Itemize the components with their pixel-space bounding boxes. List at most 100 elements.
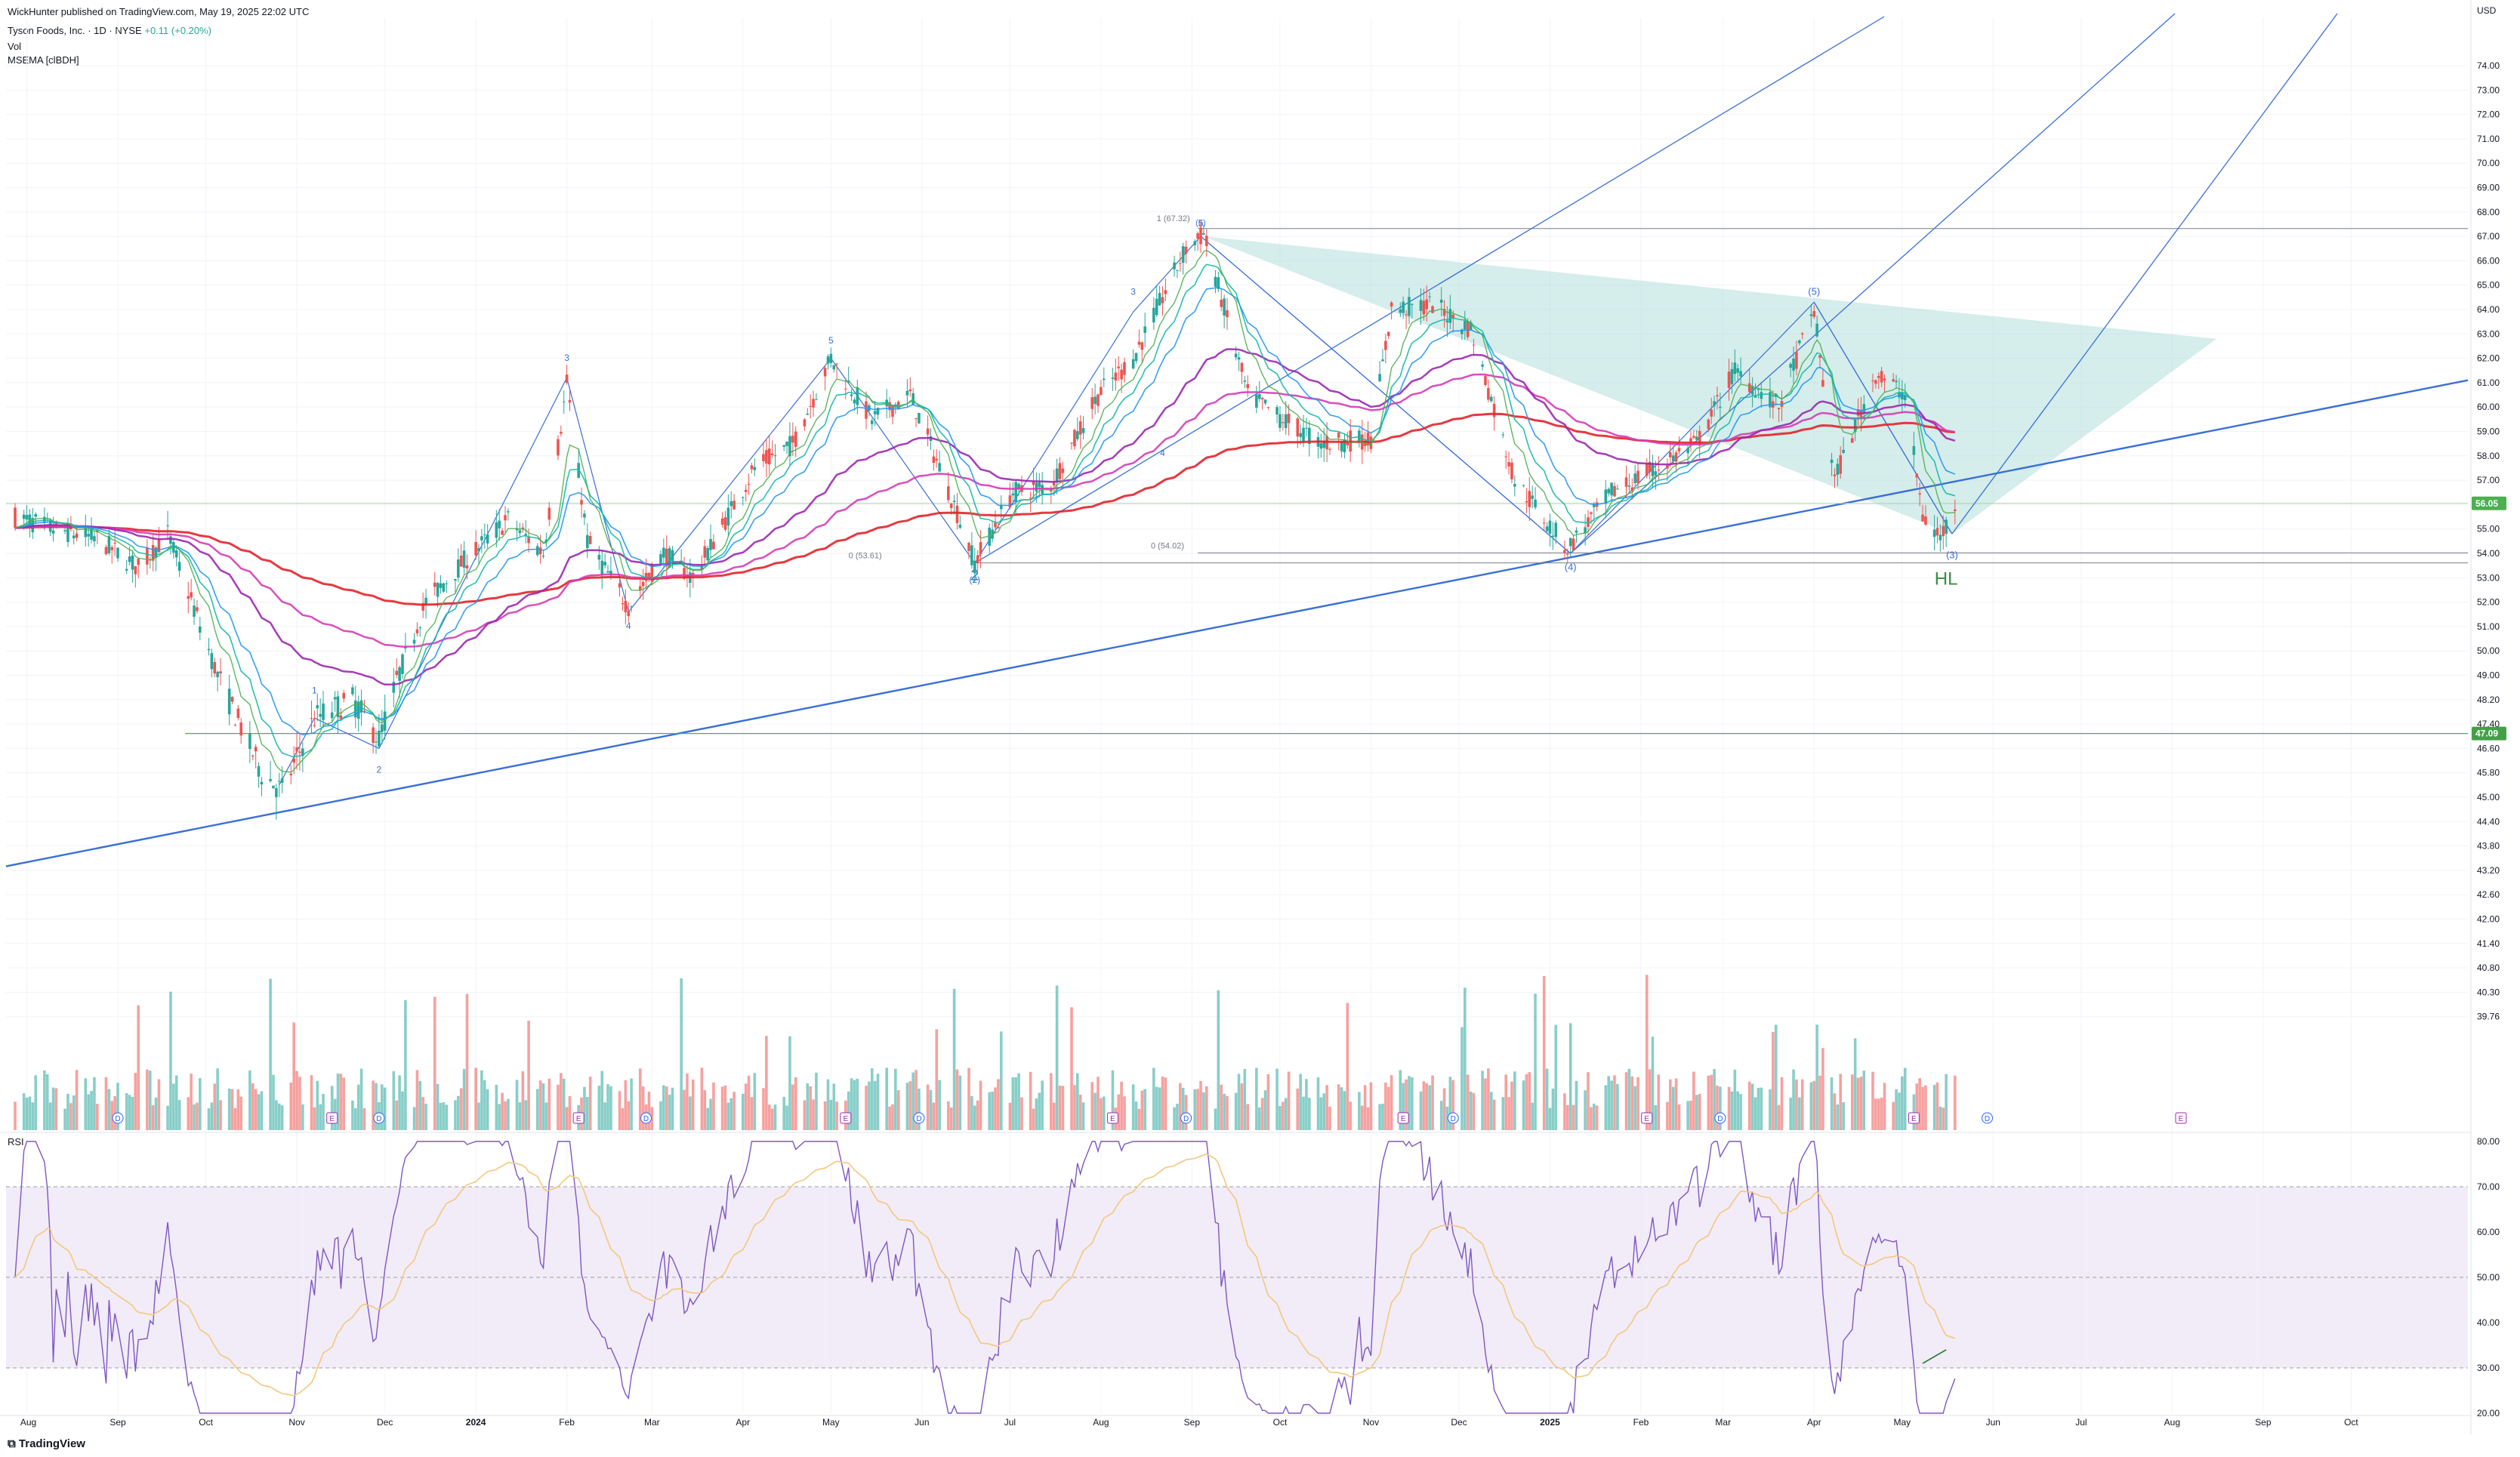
volume-bar [1343,1091,1346,1130]
volume-bar [1492,1099,1496,1130]
candle-body [1760,392,1763,399]
volume-bar [1140,1090,1144,1130]
time-tick-label: Aug [1093,1417,1109,1428]
volume-bar [1097,1077,1100,1130]
event-marker-label: E [1644,1115,1649,1123]
volume-bar [947,1101,950,1130]
price-tick-label: 60.00 [2477,402,2500,412]
volume-bar [1378,1104,1381,1130]
event-marker-label: E [1110,1115,1115,1123]
candle-body [207,648,211,651]
candle-body [1038,482,1041,488]
volume-bar [1411,1077,1414,1130]
candle-body [870,420,874,424]
candle-body [239,722,243,736]
candle-body [1061,468,1065,473]
publisher-line: WickHunter published on TradingView.com,… [8,6,310,17]
volume-bar [1654,1104,1658,1130]
volume-bar [665,1086,668,1130]
candle-body [1097,394,1100,406]
volume-bar [1386,1086,1390,1130]
candle-body [424,597,427,605]
volume-bar [1472,1092,1476,1130]
rsi-legend[interactable]: RSI [8,1136,24,1147]
volume-bar [480,1070,483,1130]
candle-body [146,547,149,565]
time-tick-label: Apr [736,1417,750,1428]
candle-body [580,500,583,505]
candle-body [597,554,601,560]
candle-body [1184,246,1188,254]
ma-legend[interactable]: MSEMA [clBDH] [8,54,79,66]
volume-bar [583,1086,586,1130]
price-tick-label: 50.00 [2477,645,2500,656]
candle-body [609,571,612,576]
candle-body [1305,427,1308,429]
candle-body [433,582,436,587]
pitchfork-line [1951,13,2338,534]
candle-body [1730,368,1734,384]
candle-body [803,419,807,427]
candle-body [1008,495,1012,507]
volume-bar [1369,1082,1373,1130]
candle-body [1545,526,1549,531]
vol-legend[interactable]: Vol [8,41,22,52]
volume-bar [1481,1070,1484,1130]
candle-body [1460,329,1464,334]
time-tick-label: Oct [1273,1417,1288,1428]
volume-bar [994,1087,997,1130]
volume-bar [1469,1091,1473,1130]
price-tick-label: 45.00 [2477,792,2500,802]
volume-bar [190,1073,193,1130]
volume-bar [1747,1081,1751,1130]
candle-body [1736,368,1739,373]
candle-body [647,572,651,578]
tradingview-logo[interactable]: ⧉ TradingView [8,1437,85,1450]
candle-body [1651,464,1655,476]
event-marker-label: D [1183,1115,1189,1123]
candle-body [210,653,214,670]
volume-bar [1363,1085,1367,1130]
volume-bar [1815,1024,1818,1130]
price-tick-label: 58.00 [2477,451,2500,461]
volume-bar [835,1101,838,1130]
volume-bar [847,1091,850,1130]
volume-bar [647,1091,651,1130]
candle-body [1299,433,1302,437]
volume-bar [248,1070,251,1130]
event-marker: D [1982,1112,1994,1124]
volume-bar [1733,1069,1737,1130]
candle-body [518,530,522,534]
candle-body [25,515,29,520]
volume-bar [767,1104,771,1130]
time-tick-label: Nov [1363,1417,1379,1428]
event-marker: D [112,1112,124,1124]
candle-body [588,535,592,544]
candle-body [1411,303,1414,305]
time-tick-label: May [1893,1417,1911,1428]
volume-bar [1123,1096,1126,1130]
candle-body [1674,452,1678,462]
volume-bar [1196,1089,1199,1130]
ma-line [14,373,1956,648]
candle-body [1246,384,1250,389]
volume-bar [1451,1080,1455,1130]
volume-bar [1895,1089,1898,1130]
candle-body [668,548,671,568]
volume-bar [128,1095,131,1130]
candle-body [1340,442,1343,451]
hl-label: HL [1935,569,1958,590]
candle-body [1196,233,1199,239]
volume-bar [1058,1086,1062,1130]
candle-body [199,626,202,633]
volume-bar [856,1078,859,1130]
price-badge: 56.05 [2472,496,2506,510]
volume-bar [597,1086,601,1130]
candle-body [621,603,625,605]
candle-body [22,514,26,519]
candle-body [806,413,810,415]
volume-bar [744,1083,748,1130]
candle-body [269,779,272,781]
volume-bar [1522,1080,1525,1130]
